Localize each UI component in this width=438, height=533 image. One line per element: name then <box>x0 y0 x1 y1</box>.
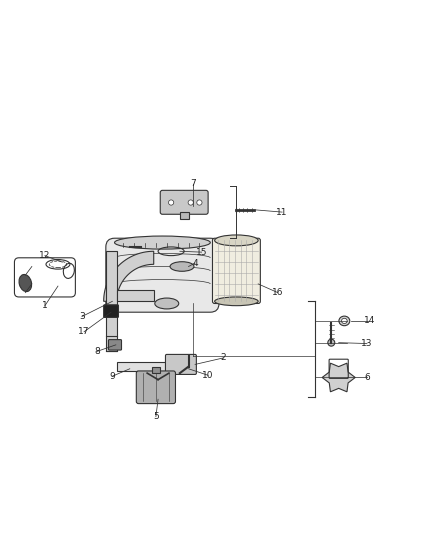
Ellipse shape <box>115 236 210 249</box>
FancyBboxPatch shape <box>166 354 196 375</box>
Text: 8: 8 <box>94 347 100 356</box>
Text: 5: 5 <box>153 412 159 421</box>
Polygon shape <box>322 363 355 392</box>
Polygon shape <box>180 212 188 219</box>
Text: 1: 1 <box>42 301 48 310</box>
Ellipse shape <box>188 200 193 205</box>
Text: 3: 3 <box>79 312 85 321</box>
Polygon shape <box>117 290 154 301</box>
Polygon shape <box>104 251 154 301</box>
Text: 12: 12 <box>39 251 51 260</box>
Text: 17: 17 <box>78 327 90 336</box>
Ellipse shape <box>169 200 174 205</box>
FancyBboxPatch shape <box>136 371 176 403</box>
FancyBboxPatch shape <box>106 238 219 312</box>
Ellipse shape <box>155 298 179 309</box>
Polygon shape <box>106 251 117 351</box>
Text: 13: 13 <box>361 339 373 348</box>
Text: 4: 4 <box>192 259 198 268</box>
Text: 16: 16 <box>272 288 283 297</box>
Ellipse shape <box>215 297 258 305</box>
Ellipse shape <box>339 316 350 326</box>
Text: 15: 15 <box>196 248 207 256</box>
Ellipse shape <box>170 262 194 271</box>
Ellipse shape <box>215 235 258 246</box>
Text: 11: 11 <box>276 207 288 216</box>
Ellipse shape <box>342 318 347 324</box>
Ellipse shape <box>328 339 335 346</box>
Text: 14: 14 <box>364 317 375 326</box>
Text: 9: 9 <box>110 372 115 381</box>
Text: 7: 7 <box>190 179 196 188</box>
Polygon shape <box>117 362 167 371</box>
Text: 10: 10 <box>202 371 214 380</box>
Ellipse shape <box>19 274 32 292</box>
Polygon shape <box>152 367 160 373</box>
FancyBboxPatch shape <box>160 190 208 214</box>
FancyBboxPatch shape <box>212 238 260 303</box>
Text: 2: 2 <box>221 353 226 362</box>
FancyBboxPatch shape <box>109 340 121 350</box>
FancyBboxPatch shape <box>104 305 118 318</box>
Ellipse shape <box>197 200 202 205</box>
Text: 6: 6 <box>364 373 370 382</box>
